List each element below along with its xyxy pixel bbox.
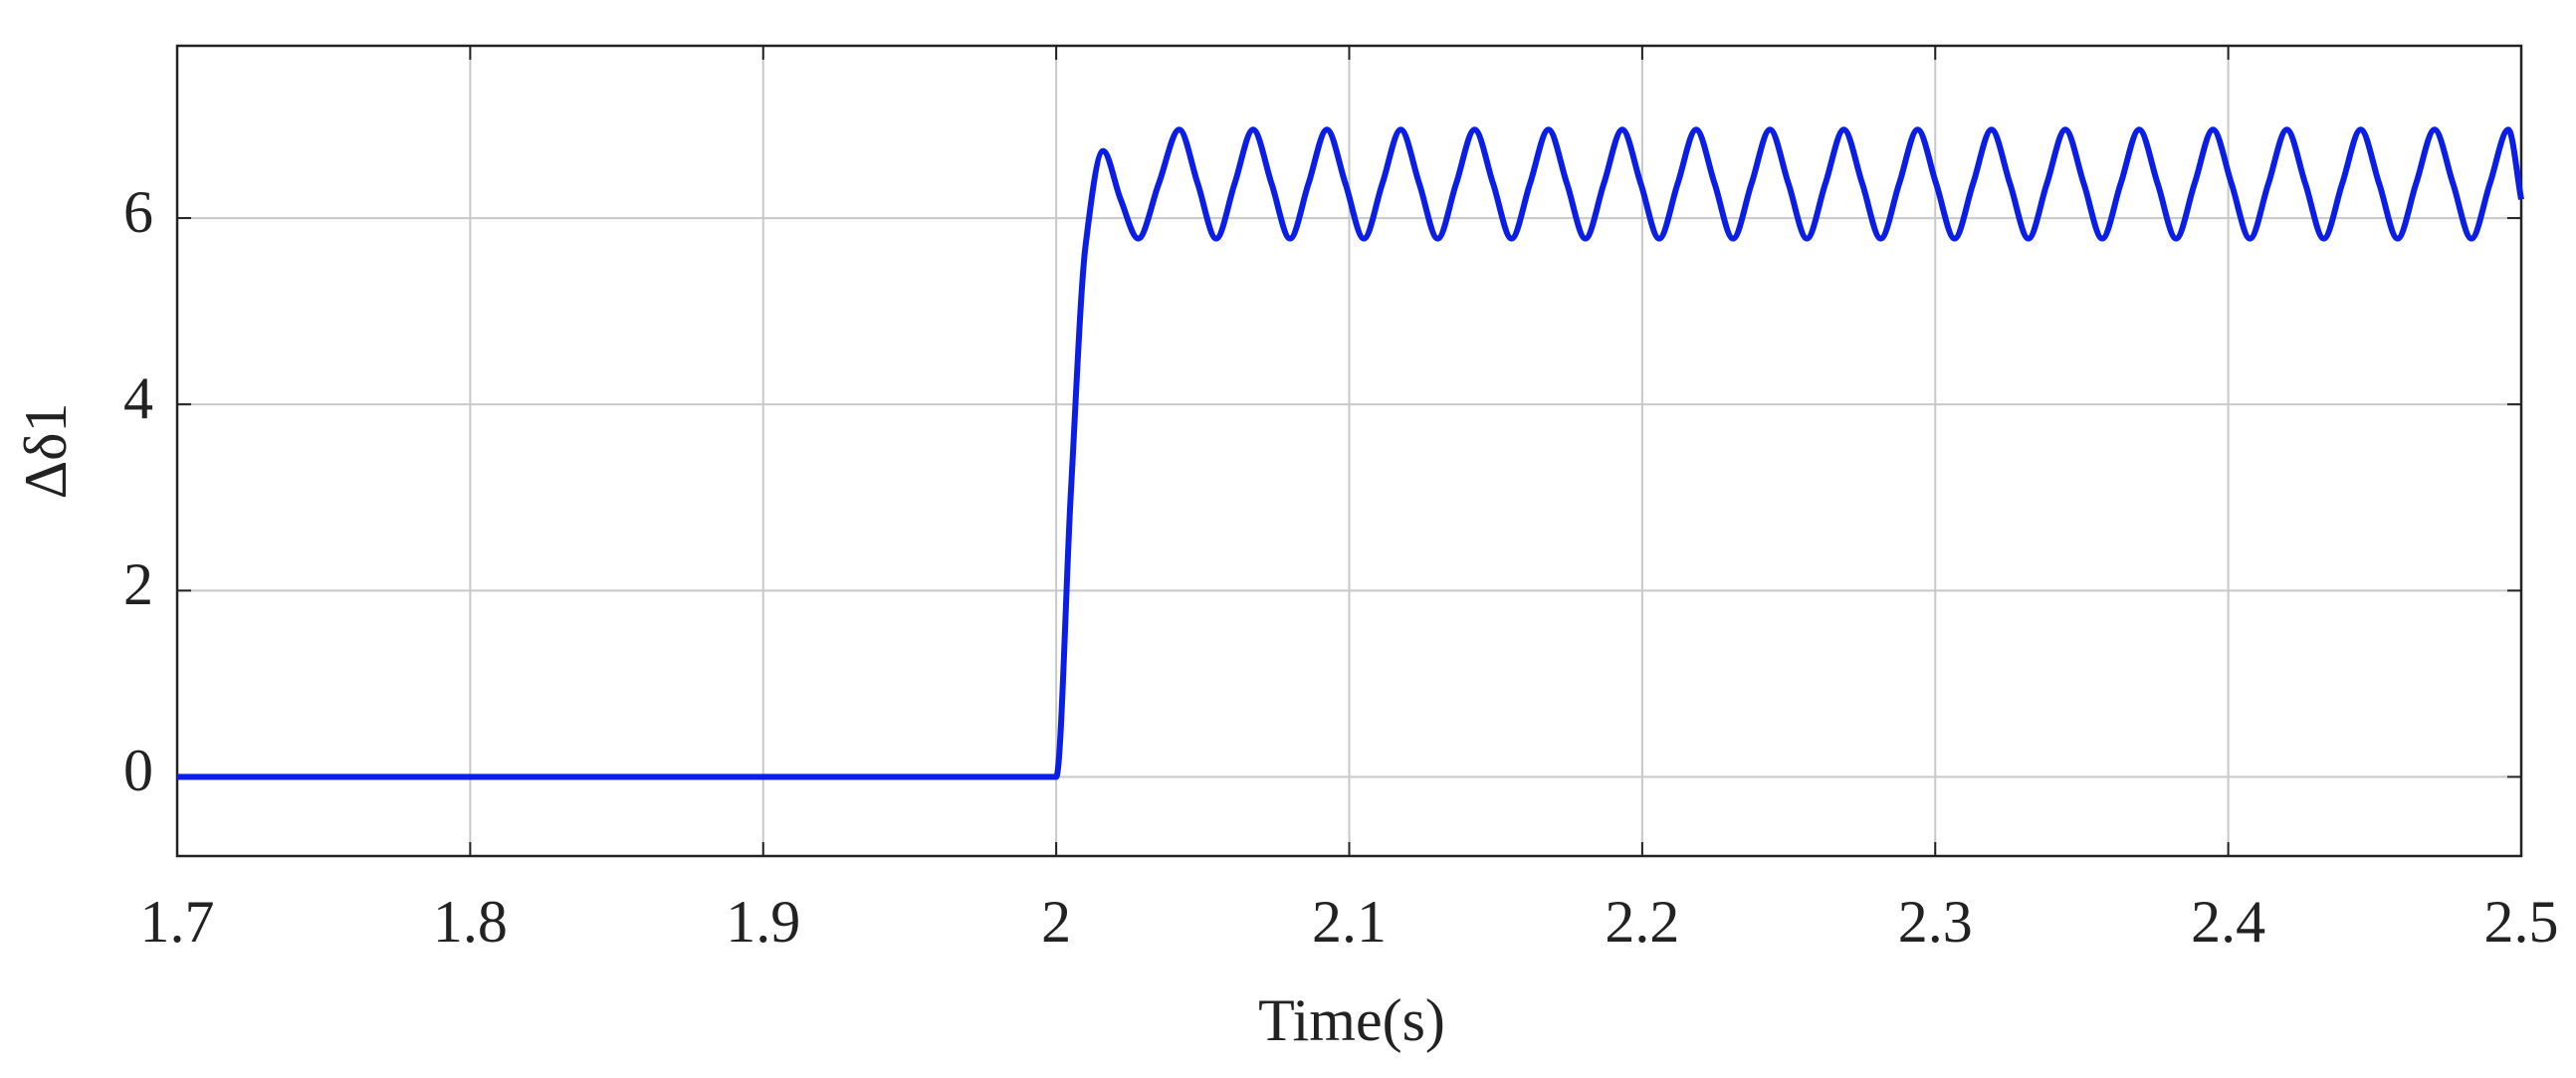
x-tick-label: 2.2 xyxy=(1605,889,1679,955)
x-tick-label: 1.7 xyxy=(140,889,215,955)
x-tick-label: 1.8 xyxy=(433,889,508,955)
x-axis-label: Time(s) xyxy=(1258,987,1445,1053)
y-tick-label: 2 xyxy=(123,551,153,617)
y-tick-label: 4 xyxy=(123,365,153,431)
x-tick-label: 1.9 xyxy=(726,889,800,955)
data-line xyxy=(176,126,2524,780)
y-tick-label: 0 xyxy=(123,738,153,803)
x-tick-label: 2.5 xyxy=(2484,889,2559,955)
y-tick-label: 6 xyxy=(123,179,153,245)
y-axis-label: Δδ1 xyxy=(13,403,79,500)
x-tick-label: 2.4 xyxy=(2191,889,2265,955)
x-tick-label: 2.3 xyxy=(1898,889,1973,955)
plot-frame xyxy=(175,44,2523,858)
x-tick-label: 2.1 xyxy=(1312,889,1387,955)
x-tick-label: 2 xyxy=(1041,889,1071,955)
